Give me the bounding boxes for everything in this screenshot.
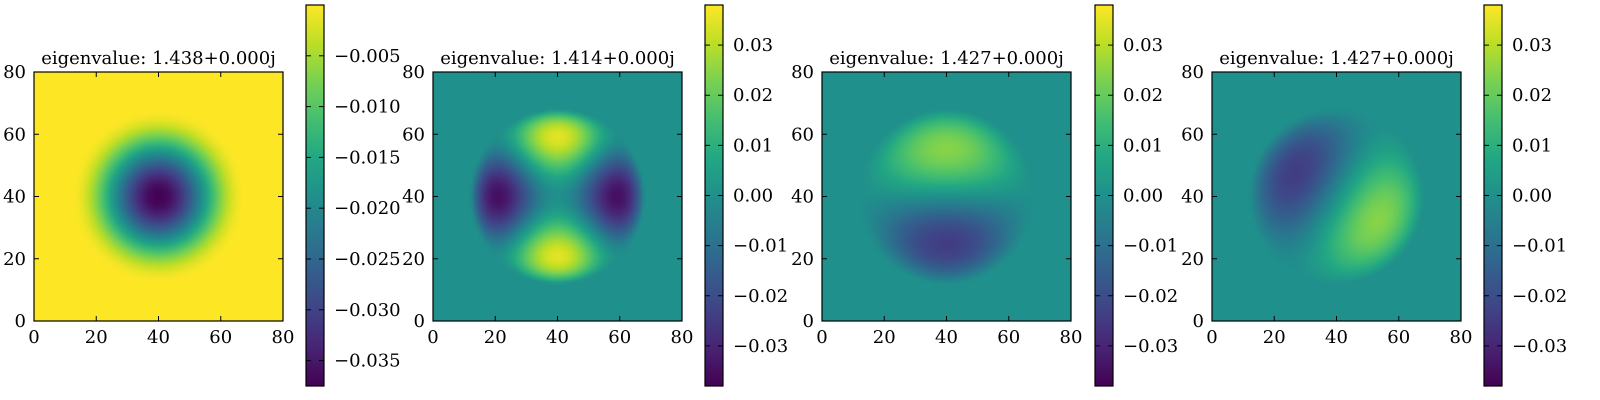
- y-tick-label: 80: [1181, 62, 1204, 83]
- colorbar-tick-label: −0.01: [1512, 236, 1567, 257]
- colorbar-tick-label: 0.03: [1512, 35, 1552, 56]
- y-tick-label: 0: [1193, 311, 1204, 332]
- colorbar-tick-label: −0.03: [733, 336, 788, 357]
- colorbar: 0.03 0.02 0.01 0.00 −0.01 −0.02 −0.03: [1094, 4, 1178, 387]
- colorbar-tick-label: −0.030: [334, 300, 401, 321]
- y-tick-label: 20: [1181, 249, 1204, 270]
- x-tick-label: 80: [1060, 327, 1083, 348]
- colorbar-tick-label: −0.02: [1512, 286, 1567, 307]
- x-tick-label: 80: [272, 327, 295, 348]
- x-tick-label: 40: [935, 327, 958, 348]
- subplot-title: eigenvalue: 1.438+0.000j: [41, 48, 276, 69]
- y-tick-label: 60: [3, 124, 26, 145]
- colorbar-tick-label: 0.03: [1123, 35, 1163, 56]
- heatmap-image: [822, 72, 1071, 321]
- colorbar-tick-label: −0.020: [334, 198, 401, 219]
- heatmap-image: [433, 72, 682, 321]
- y-tick-label: 60: [791, 124, 814, 145]
- colorbar-tick-label: 0.03: [733, 35, 773, 56]
- x-tick-label: 20: [873, 327, 896, 348]
- colorbar-tick-label: −0.01: [1123, 236, 1178, 257]
- subplot-title: eigenvalue: 1.427+0.000j: [1219, 48, 1454, 69]
- x-tick-label: 20: [1263, 327, 1286, 348]
- x-tick-label: 40: [147, 327, 170, 348]
- x-tick-label: 0: [816, 327, 827, 348]
- y-tick-label: 80: [3, 62, 26, 83]
- heatmap-image: [34, 72, 283, 321]
- y-tick-label: 0: [803, 311, 814, 332]
- subplot-2: eigenvalue: 1.414+0.000j 0 20 40 60 80 0 20 40 60…: [402, 4, 788, 387]
- x-tick-label: 0: [28, 327, 39, 348]
- x-tick-label: 80: [1450, 327, 1473, 348]
- x-tick-label: 60: [1387, 327, 1410, 348]
- colorbar-tick-label: 0.00: [733, 186, 773, 207]
- colorbar-tick-label: 0.00: [1123, 186, 1163, 207]
- y-tick-label: 0: [414, 311, 425, 332]
- y-tick-label: 20: [791, 249, 814, 270]
- y-tick-label: 20: [3, 249, 26, 270]
- colorbar-tick-label: 0.02: [1123, 85, 1163, 106]
- y-tick-label: 80: [402, 62, 425, 83]
- y-tick-label: 60: [1181, 124, 1204, 145]
- colorbar-tick-label: −0.010: [334, 97, 401, 118]
- y-tick-label: 40: [791, 187, 814, 208]
- colorbar-gradient: [1095, 5, 1113, 386]
- subplot-3: eigenvalue: 1.427+0.000j 0 20 40 60 80 0 20 40 60…: [791, 4, 1178, 387]
- subplot-4: eigenvalue: 1.427+0.000j 0 20 40 60 80 0 20 40 60…: [1181, 4, 1567, 387]
- x-tick-label: 60: [608, 327, 631, 348]
- colorbar-gradient: [1484, 5, 1502, 386]
- subplot-title: eigenvalue: 1.414+0.000j: [440, 48, 675, 69]
- colorbar-tick-label: −0.02: [1123, 286, 1178, 307]
- x-tick-label: 0: [1206, 327, 1217, 348]
- colorbar-gradient: [705, 5, 723, 386]
- colorbar: 0.03 0.02 0.01 0.00 −0.01 −0.02 −0.03: [1483, 4, 1567, 387]
- colorbar: −0.005 −0.010 −0.015 −0.020 −0.025 −0.030 −0.0…: [305, 4, 401, 387]
- colorbar-tick-label: −0.03: [1123, 336, 1178, 357]
- colorbar-tick-label: 0.00: [1512, 186, 1552, 207]
- subplot-title: eigenvalue: 1.427+0.000j: [829, 48, 1064, 69]
- x-tick-label: 0: [427, 327, 438, 348]
- colorbar-tick-label: 0.02: [733, 85, 773, 106]
- colorbar-tick-label: −0.005: [334, 46, 401, 67]
- colorbar-tick-label: −0.025: [334, 249, 401, 270]
- y-tick-label: 60: [402, 124, 425, 145]
- heatmap-image: [1212, 72, 1461, 321]
- colorbar-frame: [305, 4, 325, 387]
- colorbar-tick-label: 0.01: [1512, 135, 1552, 156]
- colorbar-tick-label: −0.015: [334, 147, 401, 168]
- y-tick-label: 40: [3, 187, 26, 208]
- x-tick-label: 60: [997, 327, 1020, 348]
- y-tick-label: 40: [402, 187, 425, 208]
- subplot-1: eigenvalue: 1.438+0.000j 0 20 40 60 80 0 20 40 60…: [3, 4, 401, 387]
- colorbar-tick-label: −0.02: [733, 286, 788, 307]
- x-tick-label: 40: [546, 327, 569, 348]
- y-tick-label: 0: [15, 311, 26, 332]
- x-tick-label: 20: [484, 327, 507, 348]
- y-tick-label: 80: [791, 62, 814, 83]
- colorbar: 0.03 0.02 0.01 0.00 −0.01 −0.02 −0.03: [704, 4, 788, 387]
- x-tick-label: 40: [1325, 327, 1348, 348]
- colorbar-tick-label: −0.03: [1512, 336, 1567, 357]
- x-tick-label: 80: [671, 327, 694, 348]
- colorbar-gradient: [306, 5, 324, 386]
- colorbar-tick-label: −0.01: [733, 236, 788, 257]
- colorbar-tick-label: 0.01: [1123, 135, 1163, 156]
- colorbar-tick-label: 0.01: [733, 135, 773, 156]
- colorbar-tick-label: −0.035: [334, 351, 401, 372]
- y-tick-label: 20: [402, 249, 425, 270]
- x-tick-label: 60: [209, 327, 232, 348]
- y-tick-label: 40: [1181, 187, 1204, 208]
- x-tick-label: 20: [85, 327, 108, 348]
- colorbar-tick-label: 0.02: [1512, 85, 1552, 106]
